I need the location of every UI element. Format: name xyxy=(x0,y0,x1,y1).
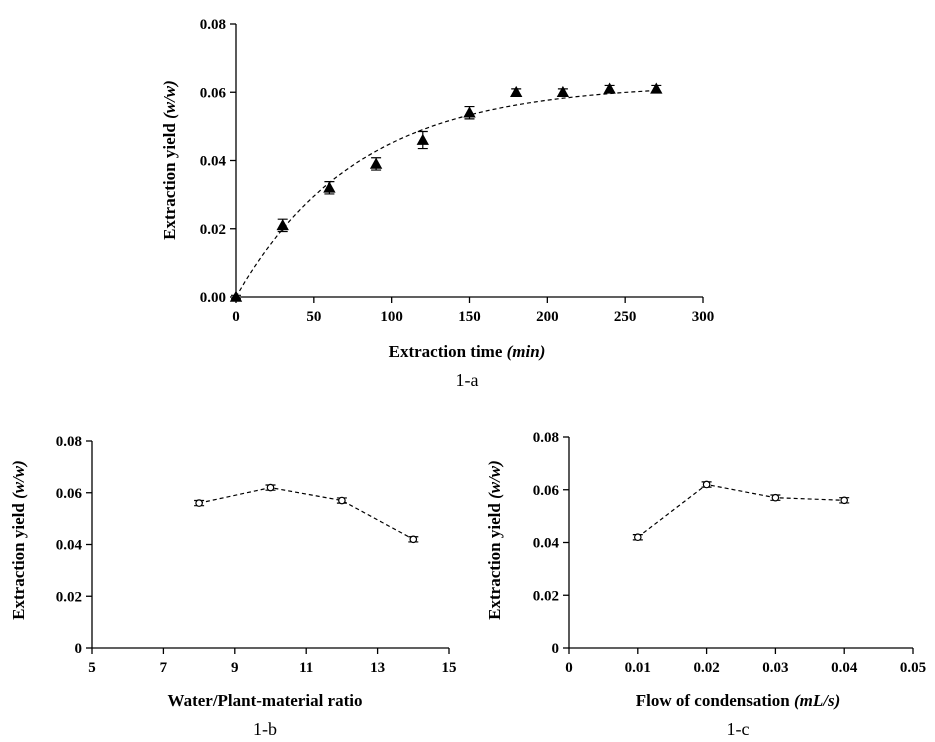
chart-1b-caption: 1-b xyxy=(253,719,277,739)
chart-1a-y-tick-label: 0.08 xyxy=(200,17,226,33)
chart-1b-y-tick-label: 0.06 xyxy=(56,486,83,502)
chart-1b-data-point xyxy=(266,483,275,492)
chart-1c-ticks xyxy=(563,436,914,654)
chart-1c-y-tick-label: 0.06 xyxy=(533,483,560,499)
chart-1c-tick-labels: 0 0.01 0.02 0.03 0.04 0.05 0 0.02 0.04 0.06 0.08 xyxy=(533,430,926,676)
chart-1a-y-tick-label: 0.04 xyxy=(200,154,227,170)
chart-1c-y-tick-label: 0 xyxy=(552,641,560,657)
chart-1a-x-tick-label: 150 xyxy=(458,309,481,325)
chart-1b-x-tick-label: 15 xyxy=(442,660,457,676)
chart-1b-ticks xyxy=(86,440,450,654)
chart-1a-y-tick-label: 0.02 xyxy=(200,222,226,238)
chart-1a-error-bars xyxy=(231,84,662,300)
chart-1c: 0 0.01 0.02 0.03 0.04 0.05 0 0.02 0.04 0.06 0.08 F… xyxy=(485,430,926,739)
chart-1b-x-tick-label: 13 xyxy=(370,660,385,676)
chart-1b-y-tick-label: 0.02 xyxy=(56,589,82,605)
chart-1a-caption: 1-a xyxy=(456,370,479,390)
chart-1b-x-tick-label: 5 xyxy=(88,660,96,676)
chart-1a-ticks xyxy=(230,23,704,303)
chart-1b-tick-labels: 5 7 9 11 13 15 0 0.02 0.04 0.06 0.08 xyxy=(56,434,457,676)
chart-1c-caption: 1-c xyxy=(727,719,750,739)
chart-1c-x-tick-label: 0 xyxy=(565,660,573,676)
chart-1c-y-tick-label: 0.08 xyxy=(533,430,559,446)
chart-1b-error-bars xyxy=(194,484,419,543)
chart-1b-x-tick-label: 7 xyxy=(160,660,168,676)
chart-1c-x-tick-label: 0.02 xyxy=(693,660,719,676)
chart-1c-y-tick-label: 0.04 xyxy=(533,536,560,552)
chart-1a-y-axis-title: Extraction yield (w/w) xyxy=(160,80,179,240)
chart-1a-data-point xyxy=(276,219,289,231)
chart-1b-y-tick-label: 0 xyxy=(75,641,83,657)
chart-1a-x-tick-label: 250 xyxy=(614,309,637,325)
chart-1a-tick-labels: 0 50 100 150 200 250 300 0.00 0.02 0.04 0.06 0.08 xyxy=(200,17,715,325)
chart-1c-data-point xyxy=(771,493,780,502)
chart-1c-series-line xyxy=(637,483,845,538)
chart-1c-x-tick-label: 0.01 xyxy=(625,660,651,676)
chart-1a-data-point xyxy=(510,85,523,98)
chart-1b: 5 7 9 11 13 15 0 0.02 0.04 0.06 0.08 Water/Plant-m… xyxy=(9,434,457,739)
chart-1a-data-point xyxy=(369,157,383,169)
chart-1a-x-tick-label: 50 xyxy=(306,309,321,325)
chart-1c-x-tick-label: 0.05 xyxy=(900,660,926,676)
chart-1b-y-tick-label: 0.08 xyxy=(56,434,82,450)
chart-1a-y-tick-label: 0.00 xyxy=(200,290,226,306)
chart-1c-data-point xyxy=(633,533,642,542)
chart-1a-data-point xyxy=(603,82,616,94)
chart-1a-data-point xyxy=(323,181,336,193)
chart-1a-x-tick-label: 300 xyxy=(692,309,715,325)
chart-1a-x-tick-label: 0 xyxy=(232,309,240,325)
chart-1a-data-point xyxy=(463,106,476,118)
chart-1a-data-point xyxy=(229,290,243,302)
chart-1c-y-axis-title: Extraction yield (w/w) xyxy=(485,460,504,620)
chart-1c-x-tick-label: 0.04 xyxy=(831,660,858,676)
chart-1b-x-tick-label: 9 xyxy=(231,660,239,676)
chart-1a-data-point xyxy=(650,82,663,94)
chart-1b-points xyxy=(195,483,418,544)
chart-1c-data-point xyxy=(840,496,849,505)
chart-1b-data-point xyxy=(195,499,203,507)
chart-1c-points xyxy=(633,480,849,542)
chart-1c-x-axis-title: Flow of condensation (mL/s) xyxy=(636,691,841,710)
chart-1a-fit-curve xyxy=(235,89,657,298)
chart-1a-fit-path xyxy=(235,89,657,298)
chart-1c-y-tick-label: 0.02 xyxy=(533,588,559,604)
chart-1b-series-line xyxy=(198,486,414,540)
chart-1c-x-tick-label: 0.03 xyxy=(762,660,788,676)
chart-1a-x-tick-label: 100 xyxy=(380,309,403,325)
chart-1a: 0 50 100 150 200 250 300 0.00 0.02 0.04 0.06 0.08 E… xyxy=(160,17,714,390)
chart-1a-x-tick-label: 200 xyxy=(536,309,559,325)
chart-1a-y-tick-label: 0.06 xyxy=(200,85,227,101)
chart-1c-line xyxy=(637,483,845,538)
chart-1b-data-point xyxy=(409,535,418,544)
chart-1c-data-point xyxy=(702,480,711,489)
chart-1b-line xyxy=(198,486,414,540)
chart-1a-data-point xyxy=(556,85,570,98)
chart-1b-data-point xyxy=(338,496,346,505)
chart-1a-points xyxy=(229,82,663,302)
chart-1a-x-axis-title: Extraction time (min) xyxy=(389,342,546,361)
chart-1b-y-tick-label: 0.04 xyxy=(56,538,83,554)
chart-1b-y-axis-title: Extraction yield (w/w) xyxy=(9,460,28,620)
chart-1a-data-point xyxy=(416,133,429,145)
chart-1b-x-tick-label: 11 xyxy=(299,660,313,676)
chart-1b-x-axis-title: Water/Plant-material ratio xyxy=(168,691,363,710)
